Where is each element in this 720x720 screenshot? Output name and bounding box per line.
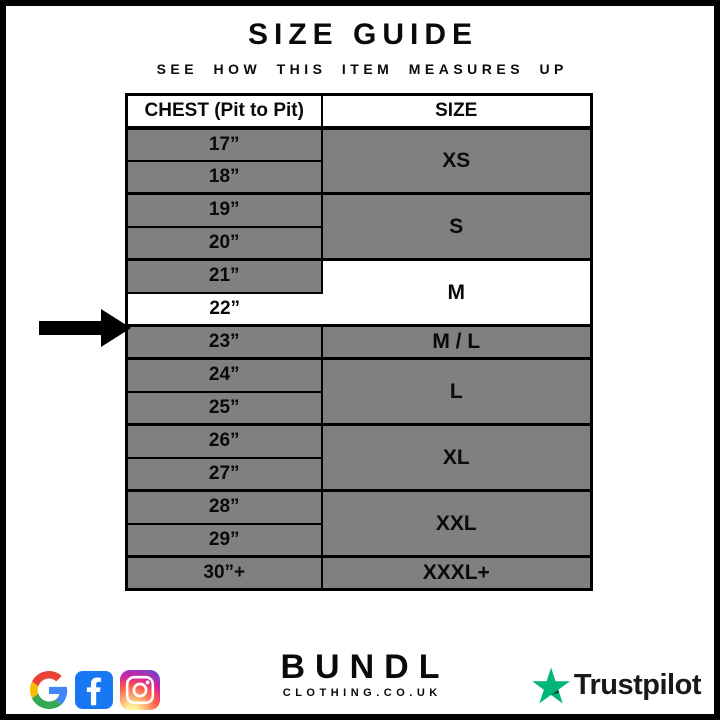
brand-logo: BUNDL CLOTHING.CO.UK <box>6 650 714 699</box>
chest-cell: 28” <box>125 489 323 525</box>
size-cell-xxl: XXL <box>320 489 593 558</box>
chest-cell: 25” <box>125 390 323 426</box>
chest-cell: 18” <box>125 159 323 195</box>
trustpilot-logo[interactable]: Trustpilot <box>532 667 702 704</box>
chest-cell: 23” <box>125 324 323 360</box>
chest-cell: 27” <box>125 456 323 492</box>
size-cell-ml: M / L <box>320 324 593 360</box>
table-row: 18” <box>125 159 592 195</box>
table-row: 17” XS <box>125 126 593 195</box>
chest-cell: 30”+ <box>125 555 323 591</box>
table-row: 30”+ XXXL+ <box>125 555 593 591</box>
chest-cell: 29” <box>125 522 323 558</box>
trustpilot-star-icon <box>532 667 570 704</box>
table-row: 19” S <box>125 192 593 261</box>
size-cell-xxxl: XXXL+ <box>320 555 593 591</box>
facebook-icon[interactable] <box>75 671 113 709</box>
social-icons <box>30 670 160 710</box>
table-row: 21” M <box>125 258 593 327</box>
page-title: SIZE GUIDE <box>247 18 479 51</box>
chest-cell-highlighted: 22” <box>125 291 322 327</box>
trustpilot-label: Trustpilot <box>573 669 702 701</box>
table-row-highlighted: 22” <box>125 291 592 327</box>
table-row: 27” <box>125 456 592 492</box>
instagram-icon[interactable] <box>120 670 160 710</box>
table-row: 20” <box>125 225 592 261</box>
size-cell-xs: XS <box>320 126 593 195</box>
size-cell-m-highlighted: M <box>321 258 593 327</box>
table-header-row: CHEST (Pit to Pit) SIZE <box>125 93 593 130</box>
chest-cell: 19” <box>125 192 323 228</box>
brand-name: BUNDL <box>280 648 450 686</box>
table-header-chest: CHEST (Pit to Pit) <box>125 93 323 130</box>
chest-cell: 24” <box>125 357 323 393</box>
size-cell-xl: XL <box>320 423 593 492</box>
table-row: 24” L <box>125 357 593 426</box>
size-table: CHEST (Pit to Pit) SIZE 17” XS 18” 19” S… <box>125 93 593 591</box>
table-header-size: SIZE <box>320 93 593 130</box>
table-row: 29” <box>125 522 592 558</box>
brand-domain: CLOTHING.CO.UK <box>282 687 442 699</box>
page-subtitle: SEE HOW THIS ITEM MEASURES UP <box>156 61 568 77</box>
pointer-arrow-icon <box>39 309 131 347</box>
table-row: 26” XL <box>125 423 593 492</box>
size-cell-s: S <box>320 192 593 261</box>
chest-cell: 21” <box>125 258 323 294</box>
table-row: 28” XXL <box>125 489 593 558</box>
chest-cell: 26” <box>125 423 323 459</box>
table-row: 25” <box>125 390 592 426</box>
chest-cell: 20” <box>125 225 323 261</box>
size-cell-l: L <box>320 357 593 426</box>
chest-cell: 17” <box>125 126 323 162</box>
google-icon[interactable] <box>30 671 68 709</box>
table-row: 23” M / L <box>125 324 593 360</box>
